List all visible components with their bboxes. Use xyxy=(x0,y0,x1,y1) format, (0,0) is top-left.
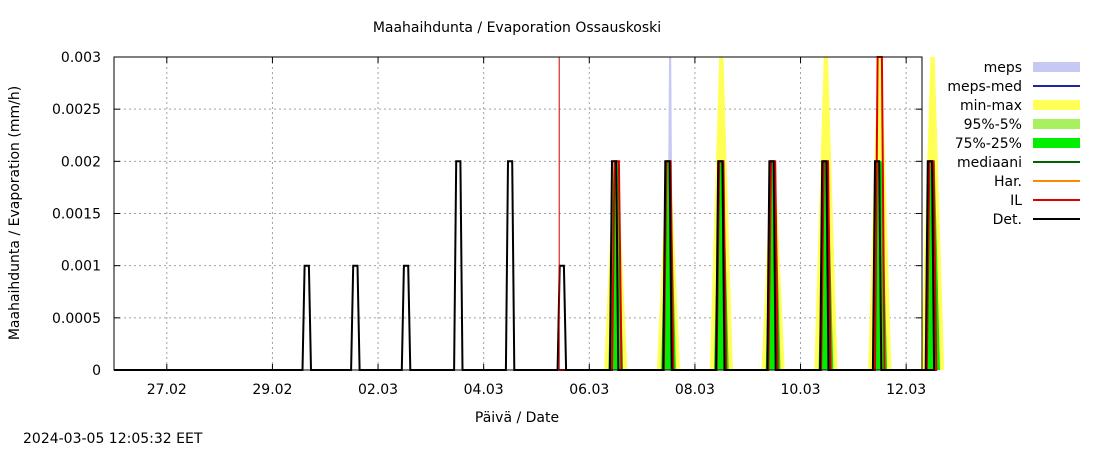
legend-label-minmax: min-max xyxy=(960,98,1022,114)
x-tick-label: 12.03 xyxy=(886,382,926,398)
x-tick-label: 29.02 xyxy=(252,382,292,398)
legend: meps meps-med min-max 95%-5% 75%-25% mediaani… xyxy=(947,60,1080,228)
legend-swatch-meps xyxy=(1033,62,1080,72)
legend-label-p75: 75%-25% xyxy=(955,136,1022,152)
x-tick-label: 02.03 xyxy=(358,382,398,398)
x-tick-label: 27.02 xyxy=(147,382,187,398)
y-tick-label: 0.0015 xyxy=(52,207,101,223)
legend-label-mediaani: mediaani xyxy=(957,155,1022,171)
y-axis: 0 0.0005 0.001 0.0015 0.002 0.0025 0.003 xyxy=(52,50,922,379)
y-tick-label: 0.001 xyxy=(61,259,101,275)
legend-label-p95: 95%-5% xyxy=(964,117,1022,133)
y-tick-label: 0.0005 xyxy=(52,311,101,327)
y-tick-label: 0.002 xyxy=(61,154,101,170)
legend-swatch-p95 xyxy=(1033,119,1080,129)
y-tick-label: 0.0025 xyxy=(52,102,101,118)
legend-label-det: Det. xyxy=(993,212,1022,228)
y-axis-label: Maahaihdunta / Evaporation (mm/h) xyxy=(7,86,23,340)
y-tick-label: 0 xyxy=(92,363,101,379)
x-axis-label: Päivä / Date xyxy=(475,410,559,426)
legend-label-har: Har. xyxy=(994,174,1022,190)
x-axis: 27.02 29.02 02.03 04.03 06.03 08.03 10.03 12.03 xyxy=(147,57,926,398)
plot-area xyxy=(114,57,922,370)
chart-title: Maahaihdunta / Evaporation Ossauskoski xyxy=(373,20,661,36)
legend-label-meps: meps xyxy=(984,60,1022,76)
legend-swatch-p75 xyxy=(1033,138,1080,148)
grid xyxy=(114,57,922,370)
x-tick-label: 10.03 xyxy=(780,382,820,398)
y-tick-label: 0.003 xyxy=(61,50,101,66)
x-tick-label: 04.03 xyxy=(464,382,504,398)
legend-label-il: IL xyxy=(1010,193,1022,209)
legend-swatch-minmax xyxy=(1033,100,1080,110)
x-tick-label: 08.03 xyxy=(675,382,715,398)
legend-label-meps_med: meps-med xyxy=(947,79,1022,95)
timestamp: 2024-03-05 12:05:32 EET xyxy=(23,431,203,447)
x-tick-label: 06.03 xyxy=(569,382,609,398)
